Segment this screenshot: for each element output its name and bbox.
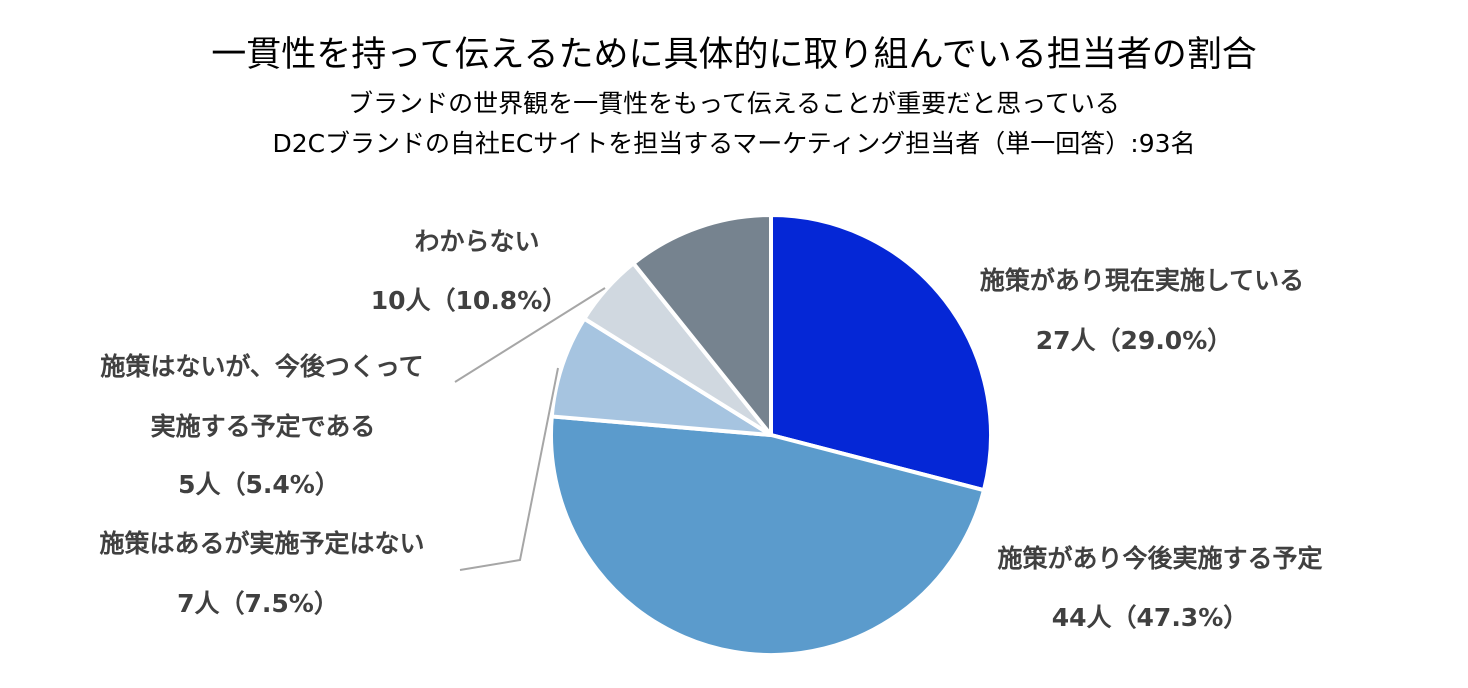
slice-label-1: 施策があり今後実施する予定 [997, 544, 1322, 573]
leader-line-slice-3 [459, 367, 559, 571]
slice-label-2: 施策はあるが実施予定はない [99, 529, 424, 558]
pie-slice-1 [549, 414, 986, 657]
pie-slice-4 [631, 213, 773, 437]
chart-title: 一貫性を持って伝えるために具体的に取り組んでいる担当者の割合 [211, 35, 1257, 75]
slice-label-3-line-2: 実施する予定である [151, 412, 376, 441]
pie-slice-0 [769, 213, 993, 493]
pie-slice-2 [549, 316, 773, 437]
chart-subtitle-line-2: D2Cブランドの自社ECサイトを担当するマーケティング担当者（単一回答）:93名 [272, 129, 1196, 158]
slice-value-2: 7人（7.5%） [177, 589, 339, 618]
slice-value-3: 5人（5.4%） [178, 470, 340, 499]
slice-label-3-line-1: 施策はないが、今後つくって [100, 352, 423, 381]
slice-value-4: 10人（10.8%） [371, 286, 568, 315]
slice-label-4: わからない [414, 227, 539, 256]
leader-line-slice-4 [454, 287, 606, 383]
slice-value-1: 44人（47.3%） [1052, 603, 1249, 632]
slice-value-0: 27人（29.0%） [1036, 326, 1233, 355]
chart-subtitle-line-1: ブランドの世界観を一貫性をもって伝えることが重要だと思っている [348, 89, 1120, 118]
slice-label-0: 施策があり現在実施している [980, 266, 1304, 295]
